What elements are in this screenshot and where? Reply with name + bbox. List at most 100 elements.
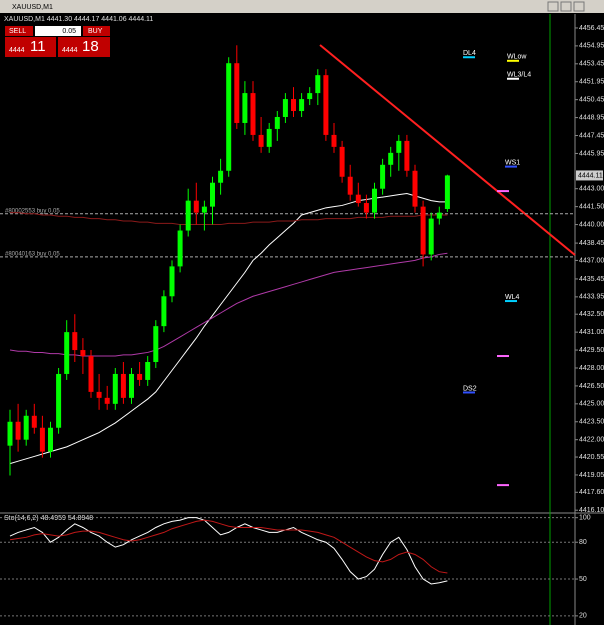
y-tick-label: 4453.45 bbox=[579, 61, 604, 68]
level-label: DS2 bbox=[463, 385, 477, 392]
candle-body bbox=[250, 93, 256, 135]
maximize-button[interactable] bbox=[560, 1, 572, 12]
lots-value[interactable]: 0.05 bbox=[62, 28, 76, 35]
candle-body bbox=[120, 373, 126, 398]
y-tick-label: 4425.00 bbox=[579, 401, 604, 408]
y-tick-label: 4450.45 bbox=[579, 97, 604, 104]
candle-body bbox=[274, 116, 280, 129]
candle-body bbox=[145, 362, 151, 380]
y-tick-label: 4431.00 bbox=[579, 329, 604, 336]
y-tick-label: 50 bbox=[579, 576, 587, 583]
sell-price-box[interactable] bbox=[5, 37, 56, 57]
y-tick-label: 4419.05 bbox=[579, 472, 604, 479]
candle-body bbox=[201, 206, 207, 213]
candle-body bbox=[291, 99, 296, 112]
level-label: DL4 bbox=[463, 50, 476, 57]
buy-button[interactable] bbox=[83, 26, 110, 36]
candle-body bbox=[339, 146, 345, 177]
candle-body bbox=[307, 93, 313, 100]
candle-body bbox=[347, 176, 353, 195]
y-tick-label: 4447.45 bbox=[579, 132, 604, 139]
sell-price-small[interactable]: 11 bbox=[30, 38, 46, 55]
buy-label[interactable]: BUY bbox=[88, 28, 103, 35]
y-tick-label: 4441.50 bbox=[579, 203, 604, 210]
y-tick-label: 4433.95 bbox=[579, 294, 604, 301]
level-label: WS1 bbox=[505, 159, 520, 166]
y-tick-label: 4420.55 bbox=[579, 454, 604, 461]
y-tick-label: 4451.95 bbox=[579, 79, 604, 86]
candle-body bbox=[56, 373, 62, 428]
y-tick-label: 4435.45 bbox=[579, 276, 604, 283]
y-tick-label: 4438.45 bbox=[579, 240, 604, 247]
y-tick-label: 4429.50 bbox=[579, 347, 604, 354]
trade-panel: SELL 0.05 BUY 4444 11 4444 18 bbox=[5, 26, 110, 57]
buy-price-small[interactable]: 18 bbox=[82, 38, 99, 55]
candle-body bbox=[282, 99, 288, 117]
candle-body bbox=[39, 427, 45, 452]
y-tick-label: 4445.95 bbox=[579, 150, 604, 157]
y-tick-label: 80 bbox=[579, 539, 587, 546]
candle-body bbox=[104, 397, 110, 404]
y-tick-label: 4428.00 bbox=[579, 365, 604, 372]
y-tick-label: 4448.95 bbox=[579, 114, 604, 121]
chart-header: XAUUSD,M1 4441.30 4444.17 4441.06 4444.1… bbox=[4, 16, 153, 23]
y-tick-label: 4443.00 bbox=[579, 186, 604, 193]
y-tick-label: 100 bbox=[579, 515, 591, 522]
last-price-label: 4444.11 bbox=[578, 172, 603, 179]
order-label: #80002553 buy 0.05 bbox=[5, 208, 60, 214]
indicator-line bbox=[9, 517, 448, 585]
candle-body bbox=[193, 200, 199, 213]
candle-body bbox=[428, 218, 434, 255]
close-button[interactable] bbox=[573, 1, 585, 12]
candle-body bbox=[396, 140, 402, 153]
lots-field[interactable] bbox=[35, 26, 81, 36]
window-title: XAUUSD,M1 bbox=[12, 4, 53, 11]
sell-button[interactable] bbox=[5, 26, 33, 36]
candle-body bbox=[185, 200, 191, 231]
title-bar bbox=[0, 0, 604, 13]
candle-body bbox=[210, 182, 215, 207]
y-tick-label: 4426.50 bbox=[579, 383, 604, 390]
indicator-title: Sto(14,6,2) 48.4959 54.8948 bbox=[4, 515, 93, 522]
candle-body bbox=[72, 332, 78, 351]
candle-body bbox=[129, 373, 134, 398]
minimize-button[interactable] bbox=[547, 1, 559, 12]
sell-label[interactable]: SELL bbox=[9, 28, 26, 35]
order-label: #80040163 buy 0.05 bbox=[5, 251, 60, 257]
sell-price-big[interactable]: 4444 bbox=[9, 47, 25, 54]
candle-body bbox=[80, 350, 86, 357]
candle-body bbox=[372, 188, 377, 213]
y-tick-label: 4440.00 bbox=[579, 221, 604, 228]
candle-body bbox=[242, 93, 248, 123]
candle-body bbox=[266, 128, 272, 147]
y-tick-label: 4417.60 bbox=[579, 489, 604, 496]
candle-body bbox=[412, 170, 418, 207]
candle-body bbox=[404, 140, 410, 171]
candle-body bbox=[226, 63, 232, 171]
candle-body bbox=[137, 373, 143, 380]
indicator-line bbox=[9, 519, 448, 574]
candle-body bbox=[436, 212, 442, 219]
buy-price-box[interactable] bbox=[58, 37, 110, 57]
y-tick-label: 4422.00 bbox=[579, 437, 604, 444]
candle-body bbox=[444, 175, 450, 210]
y-tick-label: 4423.50 bbox=[579, 419, 604, 426]
candle-body bbox=[169, 266, 175, 297]
candle-body bbox=[64, 332, 70, 374]
candle-body bbox=[88, 356, 94, 392]
buy-price-big[interactable]: 4444 bbox=[62, 47, 78, 54]
y-tick-label: 4432.50 bbox=[579, 311, 604, 318]
y-tick-label: 4437.00 bbox=[579, 257, 604, 264]
candle-body bbox=[23, 415, 29, 440]
candle-body bbox=[380, 164, 386, 189]
level-label: WL3/L4 bbox=[507, 72, 531, 79]
candle-body bbox=[218, 170, 224, 183]
candle-body bbox=[96, 391, 102, 398]
candle-body bbox=[258, 134, 264, 147]
y-tick-label: 4456.45 bbox=[579, 25, 604, 32]
candle-body bbox=[331, 134, 337, 147]
candle-body bbox=[161, 296, 167, 327]
candle-body bbox=[388, 152, 394, 165]
level-label: WL4 bbox=[505, 294, 520, 301]
